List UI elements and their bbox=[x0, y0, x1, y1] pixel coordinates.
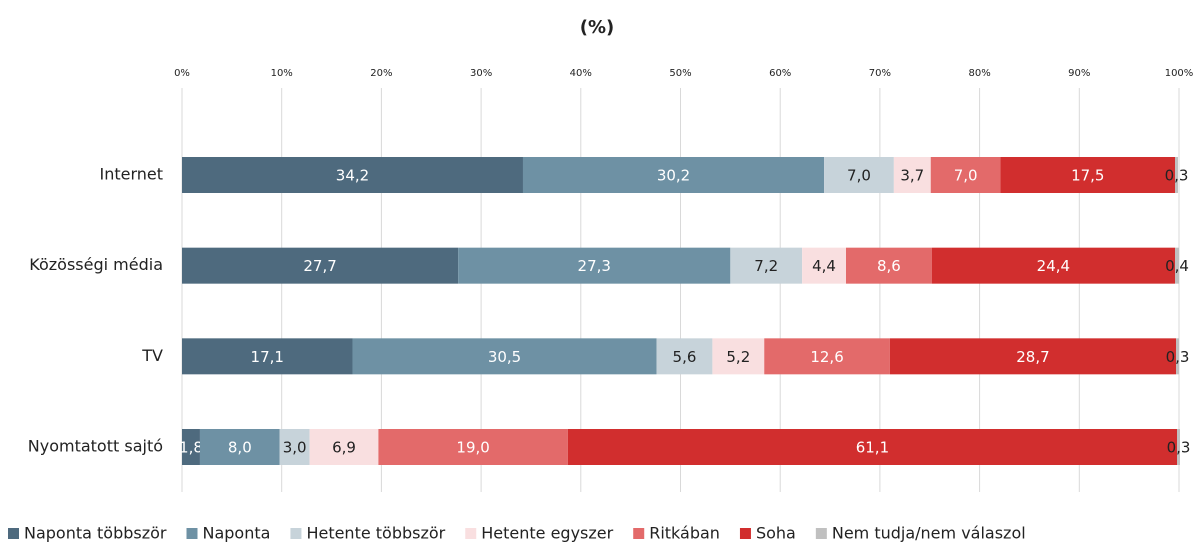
data-label: 5,6 bbox=[673, 348, 697, 366]
legend-swatch bbox=[290, 528, 302, 539]
legend-swatch bbox=[8, 528, 19, 539]
legend-swatch bbox=[465, 528, 477, 539]
bar-segment bbox=[378, 429, 568, 465]
data-label: 3,7 bbox=[900, 167, 924, 185]
bar-segment bbox=[1177, 429, 1180, 465]
bar-segment bbox=[182, 429, 200, 465]
data-label: 7,2 bbox=[754, 257, 778, 275]
bar-segment bbox=[824, 157, 894, 193]
bar-segment bbox=[846, 247, 932, 284]
legend-label: Soha bbox=[756, 524, 796, 543]
bar-segment bbox=[279, 429, 310, 465]
bar-segment bbox=[522, 157, 825, 193]
bar-segment bbox=[730, 247, 803, 284]
bar-segment bbox=[567, 429, 1178, 465]
bar-segment bbox=[712, 338, 765, 375]
legend-swatch bbox=[186, 528, 198, 539]
data-label: 0,3 bbox=[1167, 439, 1191, 457]
bar-segment bbox=[182, 338, 353, 375]
data-label: 12,6 bbox=[810, 348, 843, 366]
x-tick-label: 40% bbox=[570, 68, 592, 79]
data-label: 30,5 bbox=[488, 348, 521, 366]
bar-segment bbox=[182, 157, 523, 193]
bar-segment bbox=[1175, 247, 1179, 284]
bar-segment bbox=[764, 338, 890, 375]
bar-segment bbox=[893, 157, 931, 193]
bar-segment bbox=[656, 338, 713, 375]
data-label: 3,0 bbox=[283, 439, 307, 457]
bar-segment bbox=[1175, 157, 1179, 193]
x-tick-label: 90% bbox=[1068, 68, 1090, 79]
data-label: 27,7 bbox=[303, 257, 336, 275]
category-label: Közösségi média bbox=[29, 255, 163, 274]
legend-label: Nem tudja/nem válaszol bbox=[832, 524, 1026, 543]
data-label: 0,4 bbox=[1165, 257, 1189, 275]
data-label: 28,7 bbox=[1016, 348, 1049, 366]
data-label: 6,9 bbox=[332, 439, 356, 457]
bar-segment bbox=[182, 247, 459, 284]
legend-label: Hetente egyszer bbox=[481, 524, 613, 543]
category-label: Nyomtatott sajtó bbox=[28, 437, 163, 456]
x-tick-label: 30% bbox=[470, 68, 492, 79]
legend-swatch bbox=[739, 528, 751, 539]
legend-label: Hetente többször bbox=[306, 524, 445, 543]
data-label: 7,0 bbox=[954, 167, 978, 185]
data-label: 4,4 bbox=[812, 257, 836, 275]
data-label: 5,2 bbox=[726, 348, 750, 366]
x-tick-label: 20% bbox=[370, 68, 392, 79]
x-tick-label: 10% bbox=[271, 68, 293, 79]
data-label: 27,3 bbox=[578, 257, 611, 275]
data-label: 1,8 bbox=[179, 439, 203, 457]
data-label: 7,0 bbox=[847, 167, 871, 185]
bar-segment bbox=[802, 247, 847, 284]
legend-label: Ritkában bbox=[649, 524, 720, 543]
data-label: 19,0 bbox=[456, 439, 489, 457]
x-tick-label: 100% bbox=[1165, 68, 1194, 79]
legend-swatch bbox=[633, 528, 645, 539]
x-tick-label: 0% bbox=[174, 68, 190, 79]
bar-segment bbox=[458, 247, 731, 284]
x-tick-label: 80% bbox=[968, 68, 990, 79]
legend-label: Naponta bbox=[203, 524, 271, 543]
data-label: 61,1 bbox=[856, 439, 889, 457]
data-label: 0,3 bbox=[1166, 348, 1190, 366]
data-label: 8,0 bbox=[228, 439, 252, 457]
x-tick-label: 50% bbox=[669, 68, 691, 79]
bar-segment bbox=[931, 247, 1176, 284]
bar-segment bbox=[930, 157, 1001, 193]
data-label: 17,1 bbox=[251, 348, 284, 366]
data-label: 30,2 bbox=[657, 167, 690, 185]
bar-segment bbox=[309, 429, 379, 465]
bar-segment bbox=[352, 338, 657, 375]
bar-segment bbox=[199, 429, 280, 465]
bar-segment bbox=[1000, 157, 1176, 193]
category-label: Internet bbox=[99, 165, 163, 184]
data-label: 34,2 bbox=[336, 167, 369, 185]
data-label: 8,6 bbox=[877, 257, 901, 275]
chart-title: (%) bbox=[580, 17, 615, 38]
legend-swatch bbox=[815, 528, 827, 539]
x-tick-label: 70% bbox=[869, 68, 891, 79]
data-label: 0,3 bbox=[1165, 167, 1189, 185]
category-label: TV bbox=[141, 346, 163, 365]
data-label: 17,5 bbox=[1071, 167, 1104, 185]
legend-label: Naponta többször bbox=[24, 524, 167, 543]
data-label: 24,4 bbox=[1037, 257, 1070, 275]
x-tick-label: 60% bbox=[769, 68, 791, 79]
bar-segment bbox=[889, 338, 1177, 375]
bar-segment bbox=[1176, 338, 1179, 375]
